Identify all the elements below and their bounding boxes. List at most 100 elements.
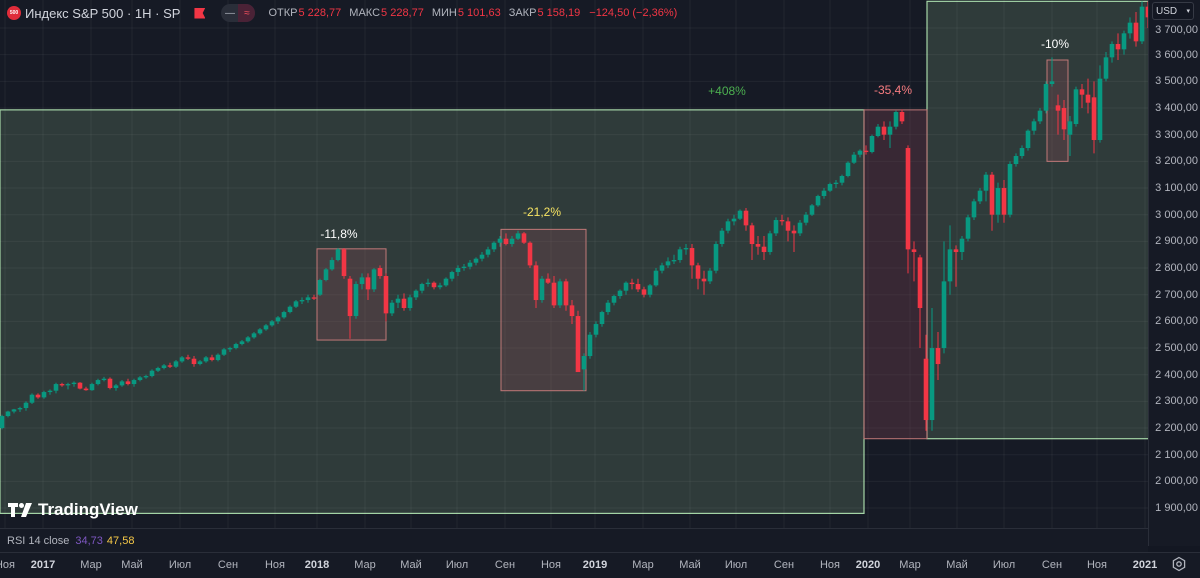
candle-body (467, 262, 473, 267)
candle-body (53, 384, 59, 391)
indicator-name[interactable]: RSI 14 close (7, 535, 70, 547)
candle-body (353, 284, 359, 317)
candle-body (365, 277, 371, 290)
flag-icon[interactable] (194, 7, 206, 19)
candle-body (617, 290, 623, 297)
price-tick-label: 2 600,00 (1155, 315, 1198, 328)
candle-body (257, 329, 263, 334)
candle-body (983, 174, 989, 191)
candle-body (5, 411, 11, 417)
time-tick-label: Ноя (819, 559, 841, 571)
candle-body (719, 230, 725, 245)
ohlc-values: ОТКР5 228,77 МАКС5 228,77 МИН5 101,63 ЗА… (268, 7, 677, 19)
candle-body (875, 126, 881, 137)
candle-body (113, 385, 119, 389)
chevron-down-icon: ▾ (1186, 8, 1190, 15)
price-tick-label: 2 700,00 (1155, 288, 1198, 301)
price-tick-label: 3 500,00 (1155, 75, 1198, 88)
candle-body (1085, 94, 1091, 103)
indicator-legend[interactable]: RSI 14 close 34,73 47,58 (0, 528, 1148, 553)
candle-body (431, 282, 437, 288)
time-tick-label: Май (946, 559, 968, 571)
time-tick-label: Ноя (540, 559, 562, 571)
currency-selector[interactable]: USD ▾ (1152, 2, 1194, 20)
candle-body (683, 248, 689, 250)
candle-body (659, 265, 665, 271)
candle-body (503, 238, 509, 245)
candle-body (17, 408, 23, 410)
candle-body (41, 392, 47, 398)
percent-annotation[interactable]: -11,8% (320, 227, 358, 241)
currency-label: USD (1156, 5, 1178, 17)
time-tick-label: Ноя (264, 559, 286, 571)
chart-pane[interactable] (0, 0, 1148, 528)
time-tick-label: Сен (494, 559, 516, 571)
candle-body (749, 225, 755, 245)
candle-body (395, 298, 401, 303)
candle-body (323, 269, 329, 281)
candle-body (767, 233, 773, 253)
candle-body (341, 249, 347, 277)
candle-body (665, 261, 671, 266)
candle-body (1025, 130, 1031, 149)
candle-body (317, 280, 323, 295)
percent-annotation[interactable]: +408% (708, 84, 746, 98)
candle-body (1019, 148, 1025, 157)
candle-body (935, 348, 941, 365)
candle-body (1091, 97, 1097, 141)
time-tick-label: Сен (1041, 559, 1063, 571)
candle-body (641, 289, 647, 295)
candle-body (695, 265, 701, 279)
candle-body (839, 176, 845, 183)
time-axis[interactable]: Ноя 2017 Мар Май Июл Сен Ноя 2018 Мар Май Июл Сен Но… (0, 552, 1200, 578)
price-tick-label: 3 200,00 (1155, 155, 1198, 168)
candle-body (587, 334, 593, 357)
price-tick-label: 2 800,00 (1155, 262, 1198, 275)
candle-body (65, 384, 71, 386)
percent-annotation[interactable]: -21,2% (522, 205, 562, 219)
candle-body (221, 349, 227, 355)
candle-body (815, 196, 821, 206)
settings-gear-icon[interactable] (1171, 556, 1187, 572)
candle-body (1121, 33, 1127, 50)
price-tick-label: 2 500,00 (1155, 342, 1198, 355)
low-label: МИН (431, 7, 457, 19)
candle-body (959, 238, 965, 253)
candle-body (863, 150, 869, 153)
price-tick-label: 2 400,00 (1155, 368, 1198, 381)
price-range-box (926, 0, 1148, 440)
time-tick-label: Сен (773, 559, 795, 571)
percent-annotation[interactable]: -35,4% (873, 83, 913, 97)
candlestick-chart[interactable] (0, 0, 1148, 528)
toggle-line-icon[interactable]: — (224, 7, 235, 19)
price-axis[interactable]: 3 700,00 3 600,00 3 500,00 3 400,00 3 300,00… (1148, 0, 1200, 546)
candle-body (245, 337, 251, 342)
candle-body (77, 382, 83, 389)
time-tick-label: Сен (217, 559, 239, 571)
candle-body (917, 257, 923, 309)
candle-body (491, 242, 497, 250)
time-tick-label: Мар (354, 559, 376, 571)
toggle-wave-icon[interactable]: ≈ (238, 4, 256, 22)
candle-body (449, 272, 455, 279)
candle-body (143, 376, 149, 378)
tradingview-logo[interactable]: TradingView (8, 500, 138, 520)
indicator-value-2: 47,58 (106, 535, 135, 547)
high-label: МАКС (349, 7, 381, 19)
price-tick-label: 2 200,00 (1155, 422, 1198, 435)
candle-body (1031, 121, 1037, 131)
candle-body (1067, 121, 1073, 135)
candle-body (83, 388, 89, 391)
time-tick-label: Мар (80, 559, 102, 571)
candle-body (293, 301, 299, 307)
symbol-title[interactable]: Индекс S&P 500 · 1H · SP (25, 5, 181, 21)
candle-body (755, 244, 761, 247)
candle-body (101, 378, 107, 381)
candle-body (797, 222, 803, 234)
display-toggle[interactable]: — ≈ (221, 4, 256, 22)
candle-body (359, 277, 365, 285)
candle-body (329, 260, 335, 270)
candle-body (377, 268, 383, 277)
percent-annotation[interactable]: -10% (1040, 37, 1070, 51)
candle-body (215, 354, 221, 361)
